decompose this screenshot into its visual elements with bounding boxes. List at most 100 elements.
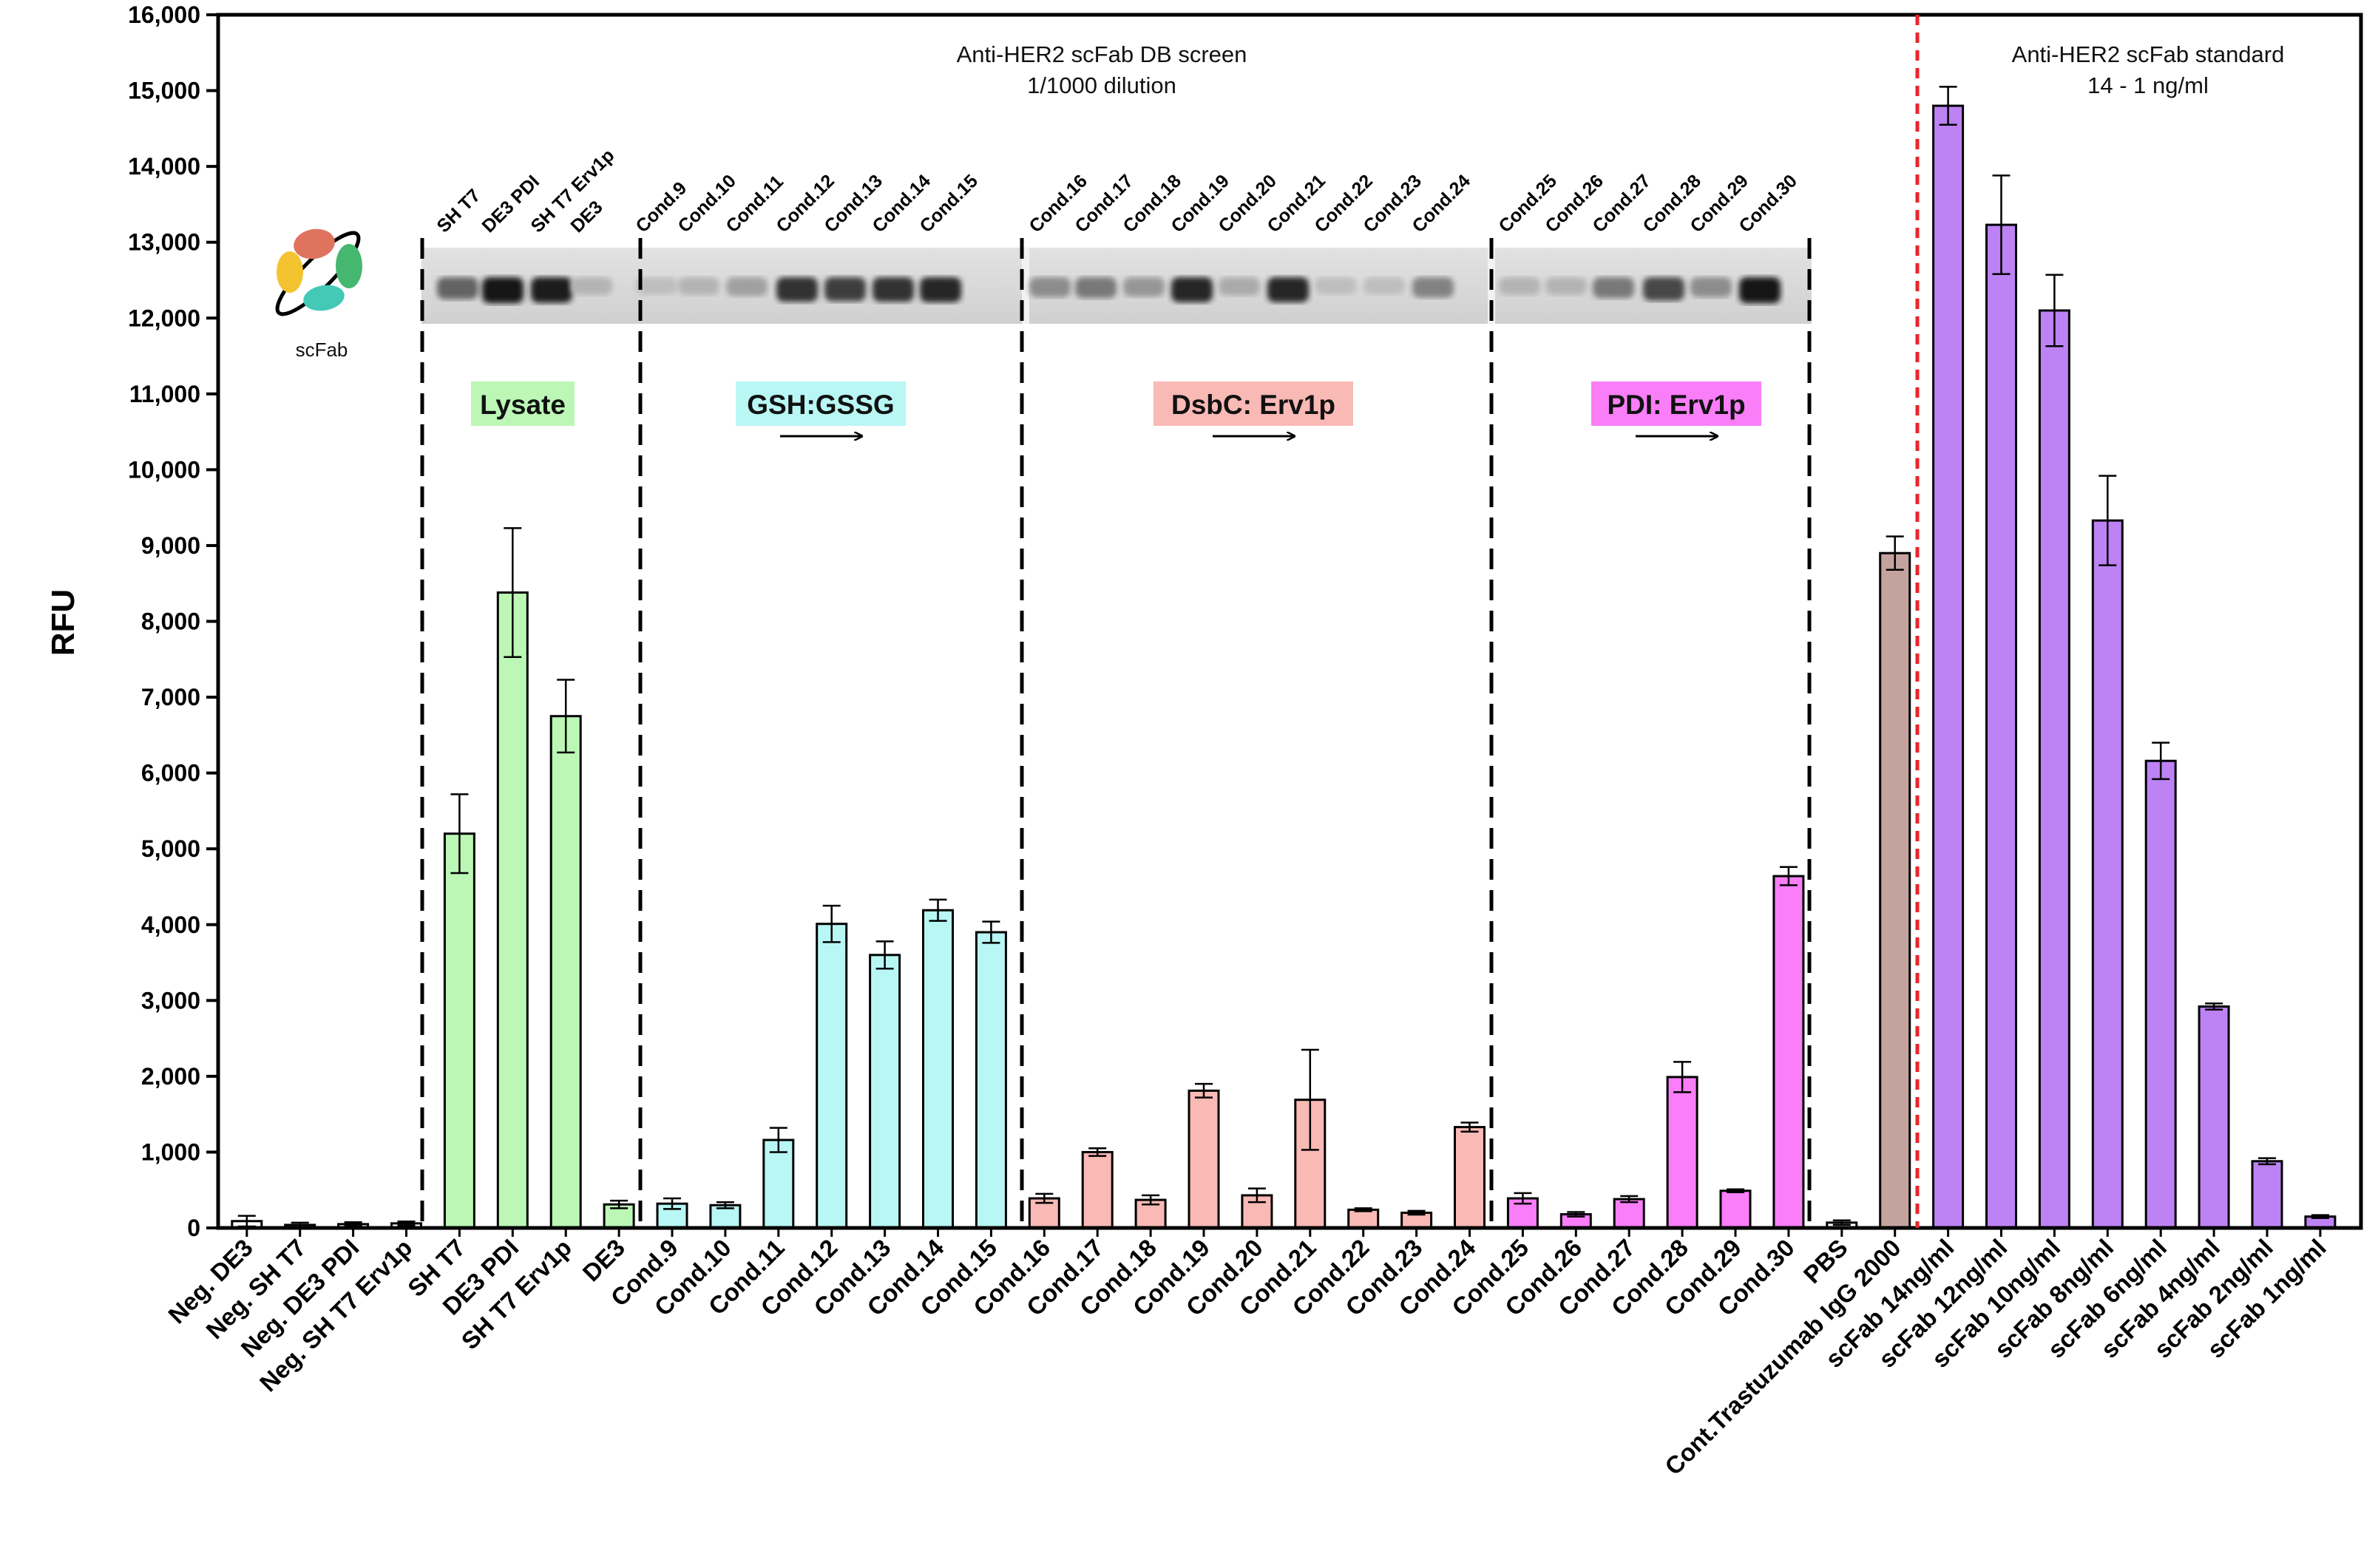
error-bar (1992, 174, 2011, 276)
group-label-text: Lysate (480, 390, 566, 420)
group-label: DsbC: Erv1p (1154, 381, 1353, 436)
error-bar (2045, 274, 2064, 347)
blot-lane-label: SH T7 (433, 185, 484, 237)
error-bar (929, 898, 947, 922)
error-bar (1142, 1194, 1160, 1206)
y-axis-title: RFU (45, 589, 81, 656)
y-tick-label: 11,000 (129, 381, 200, 407)
error-bar (344, 1221, 362, 1227)
blot-band (920, 277, 961, 302)
blot-band (1593, 277, 1634, 299)
error-bar (2152, 741, 2170, 781)
bar (1081, 1150, 1114, 1229)
blot-band (1739, 277, 1781, 304)
blot-band (1690, 277, 1732, 297)
bar (1666, 1076, 1698, 1229)
y-tick-label: 8,000 (141, 608, 200, 635)
blot-band (1364, 277, 1405, 295)
blot-band (1499, 277, 1540, 296)
blot-band (1545, 277, 1587, 296)
error-bar (2205, 1002, 2223, 1011)
scfab-logo: scFab (275, 228, 362, 361)
error-bar (663, 1197, 681, 1210)
group-label-text: GSH:GSSG (747, 390, 894, 420)
bar (1932, 104, 1965, 1229)
bar (1985, 223, 2017, 1229)
bar (869, 954, 901, 1229)
error-bar (982, 920, 1000, 944)
group-label-text: DsbC: Erv1p (1171, 390, 1335, 420)
y-tick-label: 16,000 (128, 1, 200, 28)
group-label-bg (471, 381, 575, 426)
y-tick-label: 6,000 (141, 760, 200, 787)
error-bar (2098, 475, 2117, 566)
bar (2198, 1005, 2230, 1229)
error-bar (1035, 1192, 1054, 1204)
screen-dilution: 1/1000 dilution (1027, 72, 1176, 98)
error-bar (1673, 1061, 1692, 1093)
error-bar (504, 527, 522, 658)
blot-band (1412, 277, 1454, 298)
western-blot-image (421, 248, 1812, 324)
error-bar (716, 1201, 734, 1209)
bar (1347, 1208, 1380, 1229)
blot-band (1029, 277, 1071, 297)
blot-band (1643, 277, 1684, 301)
bar (816, 923, 848, 1229)
bar (1454, 1126, 1486, 1229)
blot-band (1075, 277, 1117, 299)
bar (975, 931, 1007, 1229)
y-tick-label: 3,000 (141, 987, 200, 1014)
y-tick-label: 10,000 (128, 456, 200, 483)
error-bar (1460, 1121, 1479, 1133)
blot-band (636, 277, 677, 295)
blot-band (531, 277, 572, 303)
bar (1188, 1089, 1220, 1229)
error-bar (822, 904, 841, 943)
bar (1772, 875, 1805, 1229)
error-bar (557, 679, 575, 754)
error-bar (1620, 1195, 1639, 1204)
blot-band (678, 277, 719, 296)
blot-band (482, 277, 524, 304)
bar (1613, 1198, 1645, 1229)
blot-band (437, 277, 478, 299)
bar (2091, 519, 2124, 1229)
error-bar (1939, 86, 1957, 126)
bar (1879, 551, 1911, 1229)
blot-band (1315, 277, 1356, 295)
group-label-bg (1154, 381, 1353, 426)
y-tick-label: 15,000 (128, 78, 200, 104)
bar (2038, 309, 2070, 1229)
blot-band (1123, 277, 1165, 297)
error-bar (769, 1127, 787, 1153)
error-bar (610, 1199, 629, 1209)
bar (762, 1138, 795, 1229)
bar (443, 832, 475, 1229)
y-tick-label: 2,000 (141, 1063, 200, 1090)
group-label-bg (736, 381, 906, 426)
blot-band (1219, 277, 1260, 296)
error-bar (1247, 1187, 1266, 1204)
error-bar (1779, 866, 1798, 886)
standard-range: 14 - 1 ng/ml (2087, 72, 2209, 98)
error-bar (1567, 1211, 1585, 1218)
blot-band (824, 277, 866, 302)
bar (496, 591, 529, 1229)
y-tick-label: 9,000 (141, 532, 200, 559)
error-bar (1354, 1207, 1372, 1212)
blot-band (873, 277, 914, 302)
bar (1719, 1189, 1752, 1229)
error-bar (1886, 535, 1904, 571)
bar (2251, 1160, 2283, 1229)
bar (922, 909, 954, 1229)
error-bar (450, 793, 469, 875)
y-tick-label: 1,000 (141, 1138, 200, 1165)
y-tick-label: 14,000 (128, 153, 200, 180)
group-label: PDI: Erv1p (1591, 381, 1761, 436)
error-bar (1088, 1147, 1107, 1157)
error-bar (1727, 1188, 1744, 1194)
standard-title: Anti-HER2 scFab standard (2012, 41, 2285, 67)
blot-band (776, 277, 818, 302)
